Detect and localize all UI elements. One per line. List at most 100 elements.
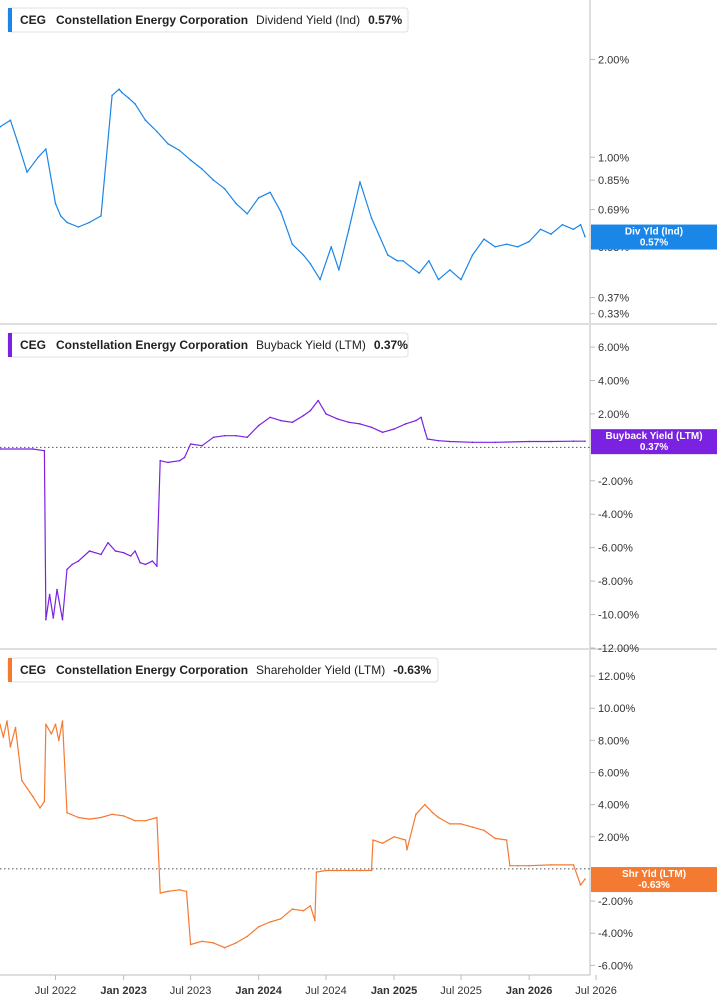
data-point bbox=[291, 243, 294, 245]
data-point bbox=[167, 461, 169, 464]
data-point bbox=[415, 813, 417, 816]
data-point bbox=[572, 228, 575, 231]
data-point bbox=[359, 869, 361, 872]
data-point bbox=[561, 223, 564, 226]
data-point bbox=[66, 811, 68, 814]
data-point bbox=[505, 839, 508, 841]
data-point bbox=[45, 723, 47, 726]
data-point bbox=[516, 864, 519, 867]
data-point bbox=[185, 890, 188, 893]
data-point bbox=[121, 91, 123, 94]
data-point bbox=[88, 818, 91, 820]
data-point bbox=[579, 223, 582, 226]
data-point bbox=[426, 438, 429, 440]
data-point bbox=[45, 618, 47, 621]
data-point bbox=[61, 720, 64, 722]
y-tick-label: -2.00% bbox=[598, 896, 633, 908]
data-point bbox=[471, 441, 474, 444]
y-tick-label: 0.69% bbox=[598, 205, 629, 217]
data-point bbox=[437, 439, 440, 442]
current-value-tag: Buyback Yield (LTM)0.37% bbox=[591, 429, 717, 455]
y-tick-label: -6.00% bbox=[598, 543, 633, 555]
data-point bbox=[359, 423, 361, 425]
data-point bbox=[100, 553, 102, 556]
series-line bbox=[0, 88, 586, 281]
data-point bbox=[483, 238, 485, 240]
data-point bbox=[128, 97, 130, 99]
current-value-tag-value: 0.37% bbox=[640, 442, 668, 453]
chart-panel-2: 6.00% 4.00% 2.00% -2.00% -4.00% -6.00% -8.00% -… bbox=[0, 325, 717, 655]
data-point bbox=[325, 869, 327, 872]
x-tick-label: Jul 2025 bbox=[440, 985, 482, 997]
legend-box: CEG Constellation Energy Corporation Buyba… bbox=[7, 332, 409, 358]
data-point bbox=[291, 421, 294, 424]
data-point bbox=[431, 811, 434, 814]
data-point bbox=[584, 235, 586, 238]
data-point bbox=[509, 864, 511, 867]
legend-company: Constellation Energy Corporation bbox=[56, 13, 248, 27]
y-tick-label: -6.00% bbox=[598, 960, 633, 972]
data-point bbox=[56, 588, 58, 591]
legend-box: CEG Constellation Energy Corporation Share… bbox=[7, 657, 439, 683]
legend-metric: Dividend Yield (Ind) bbox=[256, 13, 360, 27]
data-point bbox=[338, 269, 340, 271]
data-point bbox=[111, 94, 113, 97]
data-point bbox=[52, 617, 55, 619]
y-tick-label: 0.33% bbox=[598, 309, 629, 321]
data-point bbox=[550, 440, 552, 443]
legend-ticker: CEG bbox=[20, 13, 46, 27]
data-point bbox=[178, 149, 181, 152]
data-point bbox=[269, 191, 271, 194]
data-point bbox=[539, 228, 542, 231]
data-point bbox=[246, 213, 248, 215]
data-point bbox=[114, 550, 117, 552]
data-point bbox=[223, 434, 226, 437]
data-point bbox=[43, 800, 46, 803]
data-point bbox=[550, 233, 552, 235]
x-tick-label: Jul 2022 bbox=[35, 985, 77, 997]
data-point bbox=[291, 908, 294, 910]
data-point bbox=[129, 555, 132, 557]
y-tick-label: -12.00% bbox=[598, 643, 639, 655]
data-point bbox=[372, 839, 374, 841]
data-point bbox=[201, 168, 203, 170]
data-point bbox=[107, 541, 109, 544]
data-point bbox=[409, 266, 412, 268]
data-point bbox=[235, 942, 237, 944]
data-point bbox=[151, 560, 154, 562]
data-point bbox=[550, 864, 552, 866]
data-point bbox=[43, 449, 46, 452]
data-point bbox=[516, 246, 519, 248]
x-tick-label: Jan 2024 bbox=[235, 985, 282, 997]
data-point bbox=[280, 419, 282, 422]
legend-text: CEG Constellation Energy Corporation Buyba… bbox=[20, 338, 408, 352]
y-tick-label: 6.00% bbox=[598, 768, 629, 780]
data-point bbox=[449, 269, 451, 271]
y-tick-label: 2.00% bbox=[598, 409, 629, 421]
data-point bbox=[0, 723, 1, 726]
data-point bbox=[111, 813, 113, 816]
current-value-tag-bg bbox=[591, 429, 717, 455]
data-point bbox=[528, 440, 530, 443]
data-point bbox=[201, 444, 203, 447]
data-point bbox=[393, 428, 395, 430]
data-point bbox=[6, 720, 8, 722]
data-point bbox=[370, 869, 373, 872]
legend-current-value: -0.63% bbox=[393, 663, 431, 677]
data-point bbox=[348, 421, 350, 424]
data-point bbox=[406, 848, 408, 851]
data-point bbox=[144, 119, 147, 121]
data-point bbox=[189, 159, 192, 161]
data-point bbox=[584, 878, 586, 880]
data-point bbox=[156, 565, 158, 567]
legend-text: CEG Constellation Energy Corporation Divid… bbox=[20, 13, 402, 27]
data-point bbox=[32, 795, 34, 798]
data-point bbox=[494, 837, 496, 840]
data-point bbox=[246, 436, 248, 439]
data-point bbox=[319, 278, 321, 281]
x-tick-label: Jan 2026 bbox=[506, 985, 552, 997]
data-point bbox=[428, 260, 430, 262]
data-point bbox=[48, 593, 51, 596]
data-point bbox=[212, 179, 215, 181]
